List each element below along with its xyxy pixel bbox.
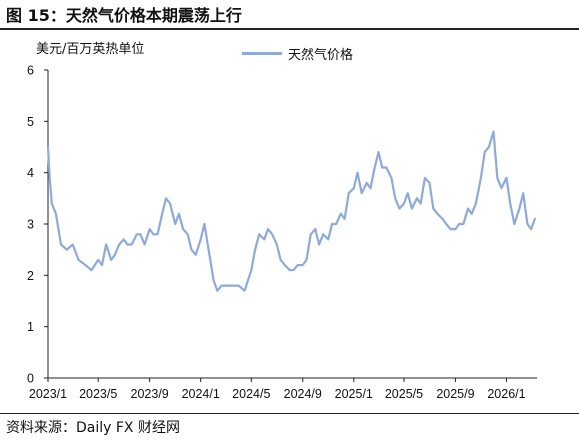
x-tick-label: 2023/1	[29, 387, 67, 401]
y-tick-label: 4	[27, 166, 34, 180]
x-tick-label: 2024/1	[182, 387, 220, 401]
x-tick-label: 2025/5	[385, 387, 423, 401]
y-tick-label: 2	[27, 269, 34, 283]
chart-title: 图 15：天然气价格本期震荡上行	[6, 6, 242, 25]
y-tick-label: 0	[27, 372, 34, 386]
x-tick-label: 2025/9	[436, 387, 474, 401]
legend-swatch	[242, 52, 282, 55]
y-tick-label: 1	[27, 320, 34, 334]
source-divider	[0, 413, 579, 414]
legend-label: 天然气价格	[288, 48, 354, 63]
title-divider	[0, 28, 579, 30]
price-line	[46, 130, 537, 292]
y-tick-label: 3	[27, 218, 34, 232]
legend: 天然气价格	[242, 44, 353, 63]
x-tick-label: 2026/1	[487, 387, 525, 401]
source-note: 资料来源：Daily FX 财经网	[6, 420, 180, 436]
y-tick-label: 5	[27, 115, 34, 129]
x-tick-label: 2023/5	[79, 387, 117, 401]
x-tick-label: 2024/9	[284, 387, 322, 401]
y-axis-unit-label: 美元/百万英热单位	[36, 42, 145, 57]
y-tick-label: 6	[27, 64, 34, 78]
x-tick-label: 2024/5	[232, 387, 270, 401]
x-tick-label: 2023/9	[131, 387, 169, 401]
x-tick-label: 2025/1	[335, 387, 373, 401]
